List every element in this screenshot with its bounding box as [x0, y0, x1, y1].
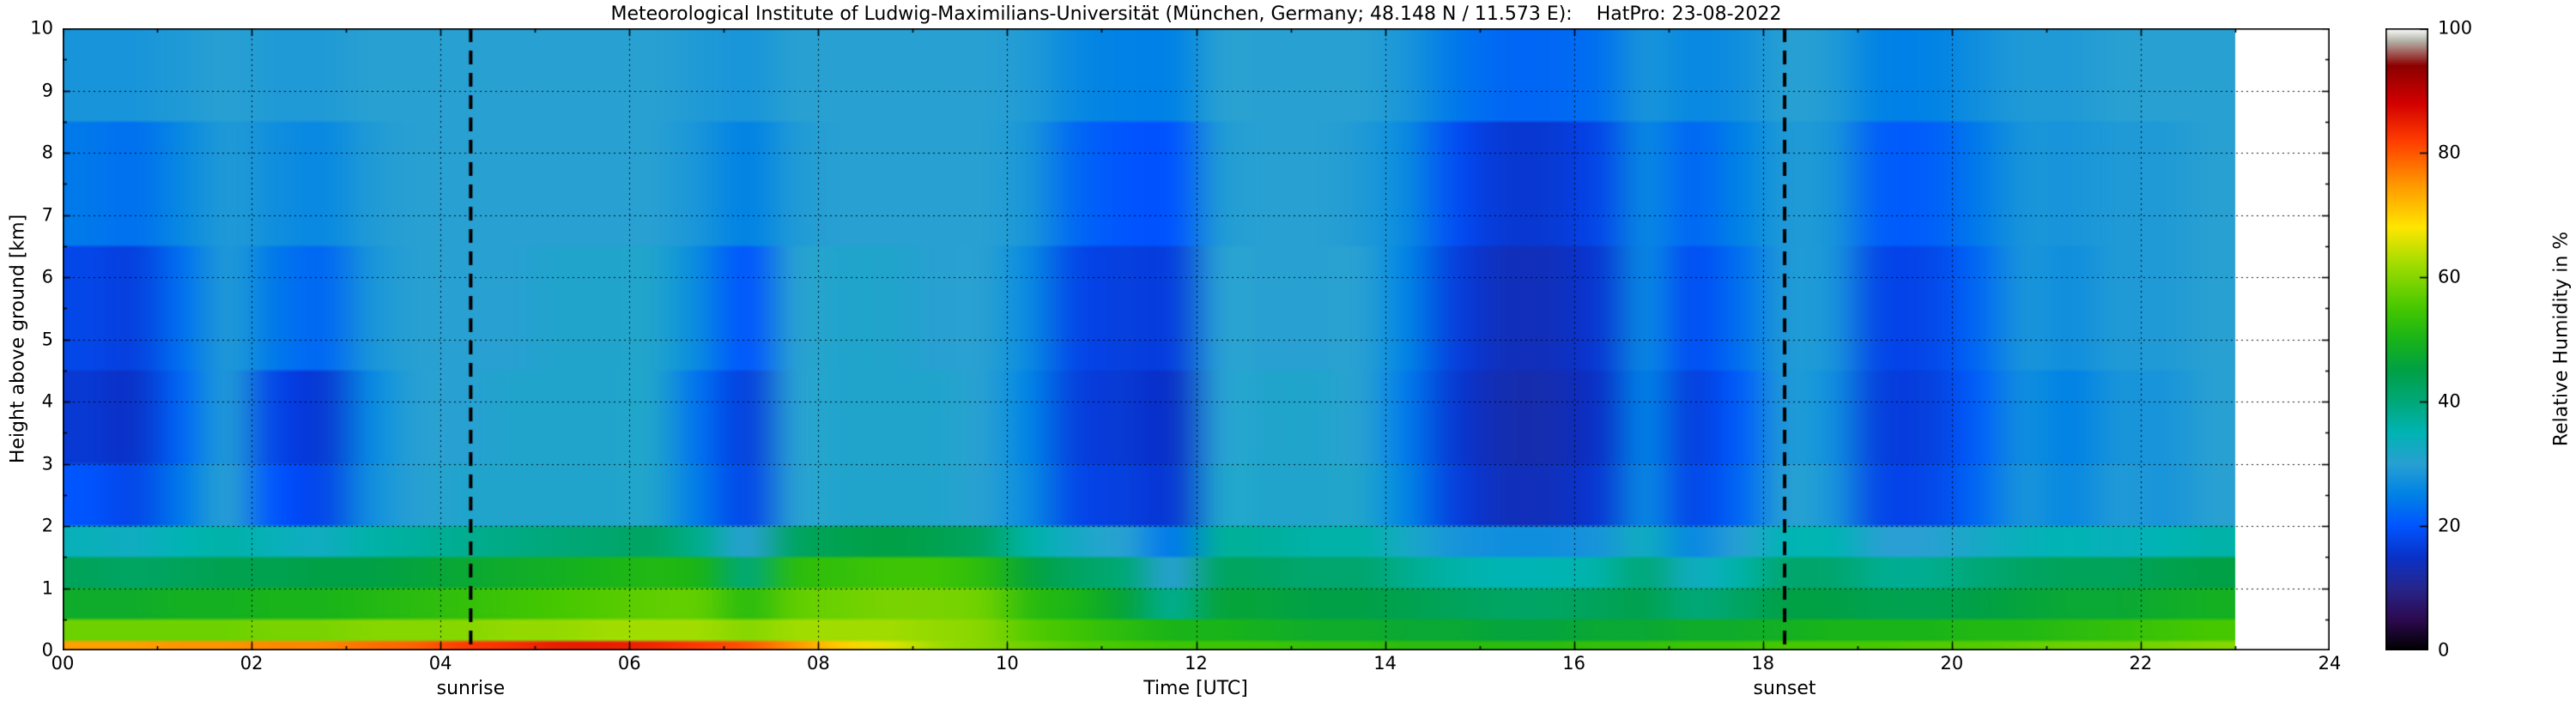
- colorbar-tick-label: 0: [2438, 639, 2450, 661]
- y-axis-label: Height above ground [km]: [7, 214, 29, 464]
- y-tick-label: 2: [41, 515, 53, 536]
- x-tick-label: 18: [1751, 653, 1775, 674]
- colorbar-tick-label: 100: [2438, 17, 2473, 39]
- x-tick-label: 22: [2129, 653, 2153, 674]
- x-tick-label: 16: [1562, 653, 1586, 674]
- y-tick-label: 1: [41, 577, 53, 598]
- colorbar-label: Relative Humidity in %: [2550, 231, 2573, 447]
- x-tick-label: 12: [1185, 653, 1208, 674]
- colorbar-tick-label: 40: [2438, 390, 2461, 412]
- colorbar-tick-label: 60: [2438, 266, 2461, 287]
- x-tick-label: 00: [51, 653, 75, 674]
- x-tick-label: 06: [617, 653, 641, 674]
- x-tick-label: 08: [806, 653, 830, 674]
- humidity-heatmap: [63, 28, 2330, 650]
- y-tick-label: 9: [41, 79, 53, 100]
- y-tick-label: 0: [41, 639, 53, 661]
- x-tick-label: 10: [996, 653, 1019, 674]
- chart-title: Meteorological Institute of Ludwig-Maxim…: [610, 3, 1782, 25]
- x-tick-label: 02: [239, 653, 264, 674]
- colorbar-tick-label: 80: [2438, 142, 2461, 163]
- x-tick-label: 14: [1373, 653, 1397, 674]
- sunrise-label: sunrise: [436, 678, 506, 699]
- y-tick-label: 8: [41, 142, 53, 163]
- colorbar-tick-label: 20: [2438, 515, 2461, 536]
- colorbar: [2385, 28, 2428, 650]
- sunset-label: sunset: [1753, 678, 1816, 699]
- x-tick-label: 04: [428, 653, 452, 674]
- x-axis-label: Time [UTC]: [1143, 678, 1248, 699]
- x-tick-label: 24: [2318, 653, 2342, 674]
- y-tick-label: 10: [30, 17, 53, 39]
- x-tick-label: 20: [1940, 653, 1964, 674]
